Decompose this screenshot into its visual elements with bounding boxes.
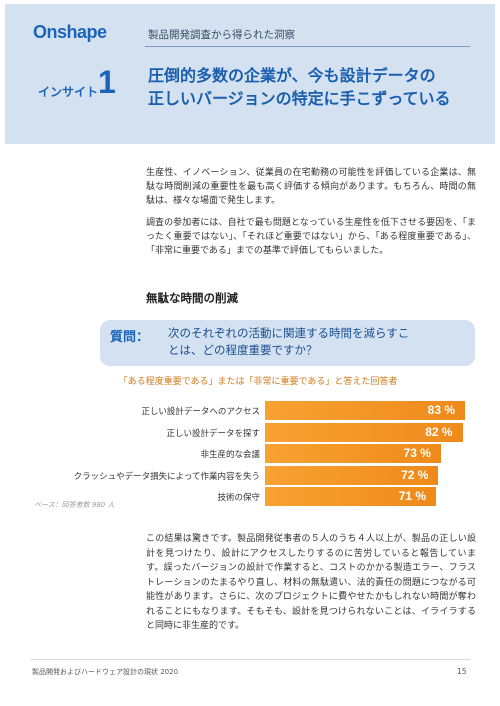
question-label: 質問： bbox=[110, 330, 150, 345]
bar-label: 正しい設計データを探す bbox=[166, 428, 260, 439]
bar: 72 % bbox=[265, 465, 439, 485]
bar-value-label: 73 % bbox=[403, 446, 431, 460]
headline-line: 正しいバージョンの特定に手こずっている bbox=[148, 89, 451, 108]
bar-value-label: 83 % bbox=[427, 403, 455, 417]
page-header: Onshape 製品開発調査から得られた洞察 インサイト 1 圧倒的多数の企業が… bbox=[5, 4, 495, 144]
section-kicker: 製品開発調査から得られた洞察 bbox=[148, 29, 295, 41]
bar-label: 正しい設計データへのアクセス bbox=[141, 407, 260, 417]
bar-label: 非生産的な会議 bbox=[200, 450, 260, 460]
report-page: Onshape 製品開発調査から得られた洞察 インサイト 1 圧倒的多数の企業が… bbox=[5, 4, 495, 702]
intro-paragraph-2: 調査の参加者には、自社で最も問題となっている生産性を低下させる要因を、「まったく… bbox=[146, 218, 476, 256]
conclusion-paragraph: この結果は驚きです。製品開発従事者の５人のうち４人以上が、製品の正しい設計を見つ… bbox=[146, 534, 476, 631]
headline-line: 圧倒的多数の企業が、今も設計データの bbox=[148, 66, 436, 85]
footer-divider bbox=[30, 659, 470, 660]
bar-value-label: 72 % bbox=[401, 467, 429, 482]
insight-label: インサイト bbox=[38, 85, 99, 99]
bar: 83 % bbox=[265, 401, 465, 420]
bar-label: 技術の保守 bbox=[217, 493, 260, 503]
bar-value-label: 71 % bbox=[398, 489, 427, 503]
insight-number: 1 bbox=[98, 64, 116, 100]
bar-label: クラッシュやデータ損失によって作業内容を失う bbox=[73, 471, 260, 482]
bar-value-label: 82 % bbox=[425, 424, 453, 439]
question-box: 質問： 次のそれぞれの活動に関連する時間を減らすこ とは、どの程度重要ですか？ bbox=[100, 320, 475, 366]
question-line: とは、どの程度重要ですか？ bbox=[168, 343, 318, 357]
section-title: 無駄な時間の削減 bbox=[146, 291, 238, 305]
base-note: ベース：回答者数 980 人 bbox=[34, 501, 115, 509]
page-number: 15 bbox=[457, 667, 467, 676]
question-text: 次のそれぞれの活動に関連する時間を減らすこ とは、どの程度重要ですか？ bbox=[168, 325, 409, 359]
bar: 71 % bbox=[265, 487, 437, 506]
kicker-divider bbox=[145, 46, 470, 47]
intro-paragraph-1: 生産性、イノベーション、従業員の在宅勤務の可能性を評価している企業は、無駄な時間… bbox=[146, 168, 476, 206]
page-headline: 圧倒的多数の企業が、今も設計データの 正しいバージョンの特定に手こずっている bbox=[148, 64, 451, 110]
onshape-logo: Onshape bbox=[33, 22, 107, 42]
question-line: 次のそれぞれの活動に関連する時間を減らすこ bbox=[168, 326, 410, 340]
chart-caption: 「ある程度重要である」または「非常に重要である」と答えた回答者 bbox=[5, 374, 495, 387]
footer-title: 製品開発およびハードウェア設計の現状 2020 bbox=[32, 668, 179, 676]
bar: 73 % bbox=[265, 444, 441, 463]
chart-title: 「ある程度重要である」または「非常に重要である」と答えた回答者 bbox=[118, 377, 398, 387]
bar: 82 % bbox=[265, 422, 463, 442]
